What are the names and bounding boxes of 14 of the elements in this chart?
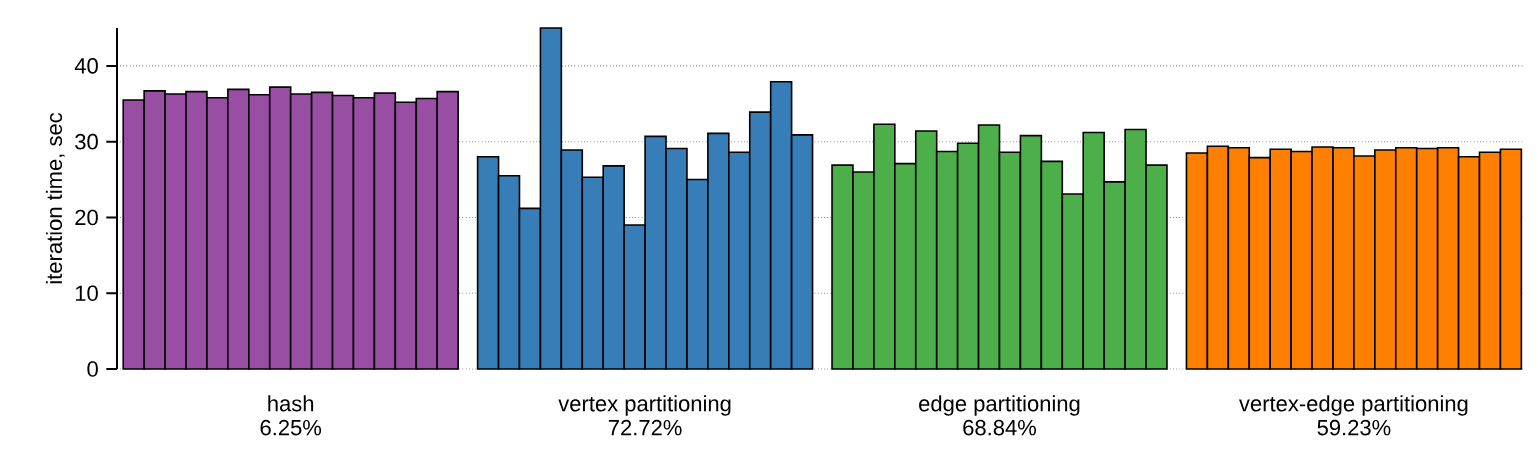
x-tick-label: edge partitioning: [919, 395, 1080, 416]
text: 68.84%: [963, 419, 1037, 436]
y-tick-label: 30: [75, 133, 98, 150]
text: 59.23%: [1317, 419, 1391, 436]
x-tick-label: vertex partitioning: [558, 395, 731, 416]
y-tick-label: 0: [87, 361, 98, 377]
y-tick-label: 20: [75, 209, 98, 226]
x-tick-label: hash: [268, 395, 314, 412]
y-tick-label: 10: [75, 285, 98, 301]
x-tick-label: vertex-edge partitioning: [1239, 395, 1468, 416]
y-tick-label: 40: [74, 58, 98, 74]
text: 6.25%: [260, 419, 322, 436]
text: 72.72%: [608, 419, 682, 436]
y-axis-title: iteration time, sec: [45, 112, 65, 284]
